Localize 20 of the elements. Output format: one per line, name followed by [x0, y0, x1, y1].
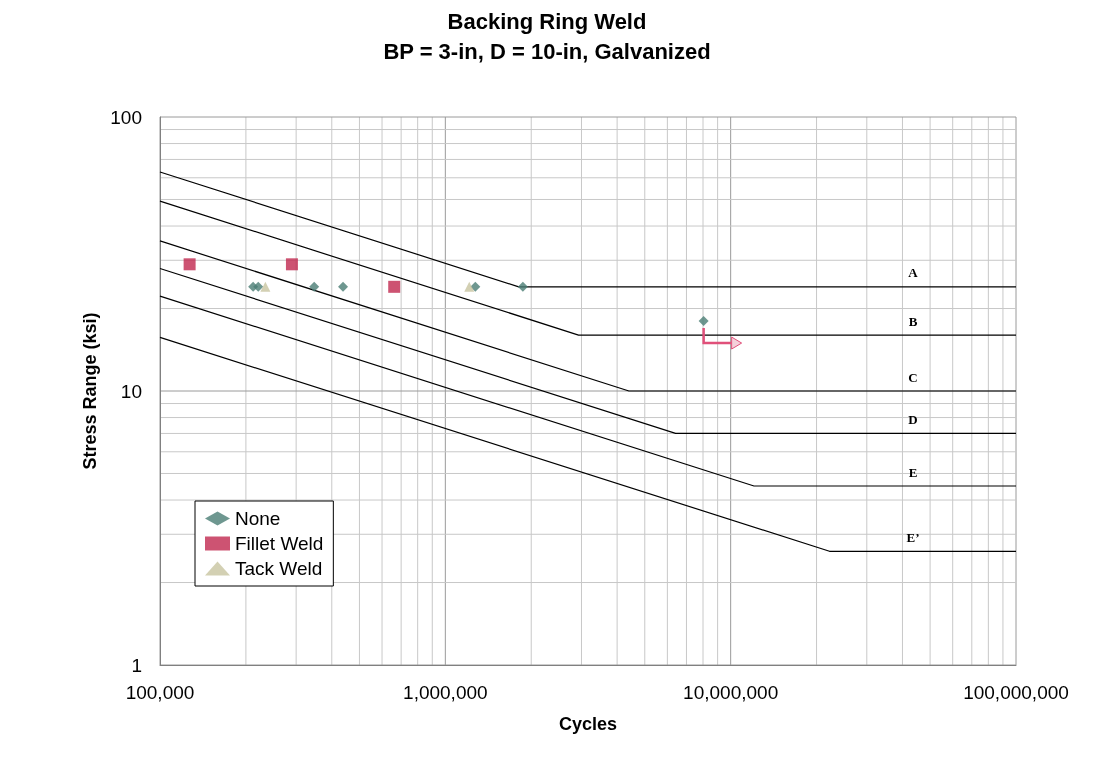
series-label: E’ — [906, 529, 920, 545]
series-label: C — [908, 369, 918, 385]
legend-label: None — [235, 508, 281, 529]
series-label: A — [908, 265, 919, 281]
y-tick-label: 1 — [131, 654, 142, 676]
y-axis-title: Stress Range (ksi) — [80, 312, 101, 470]
x-axis-title: Cycles — [558, 714, 618, 734]
series-label: E — [908, 464, 918, 480]
y-tick-label: 10 — [120, 380, 142, 402]
x-tick-label: 1,000,000 — [403, 682, 488, 703]
series-label: B — [908, 313, 918, 329]
y-tick-label: 100 — [110, 106, 142, 128]
chart-subtitle: BP = 3-in, D = 10-in, Galvanized — [383, 38, 711, 64]
x-tick-label: 10,000,000 — [683, 682, 779, 703]
series-label: D — [908, 411, 918, 427]
legend-label: Tack Weld — [235, 558, 323, 579]
x-tick-label: 100,000 — [125, 682, 195, 703]
x-tick-label: 100,000,000 — [963, 682, 1069, 703]
chart-title: Backing Ring Weld — [447, 8, 647, 34]
legend-label: Fillet Weld — [235, 533, 324, 554]
